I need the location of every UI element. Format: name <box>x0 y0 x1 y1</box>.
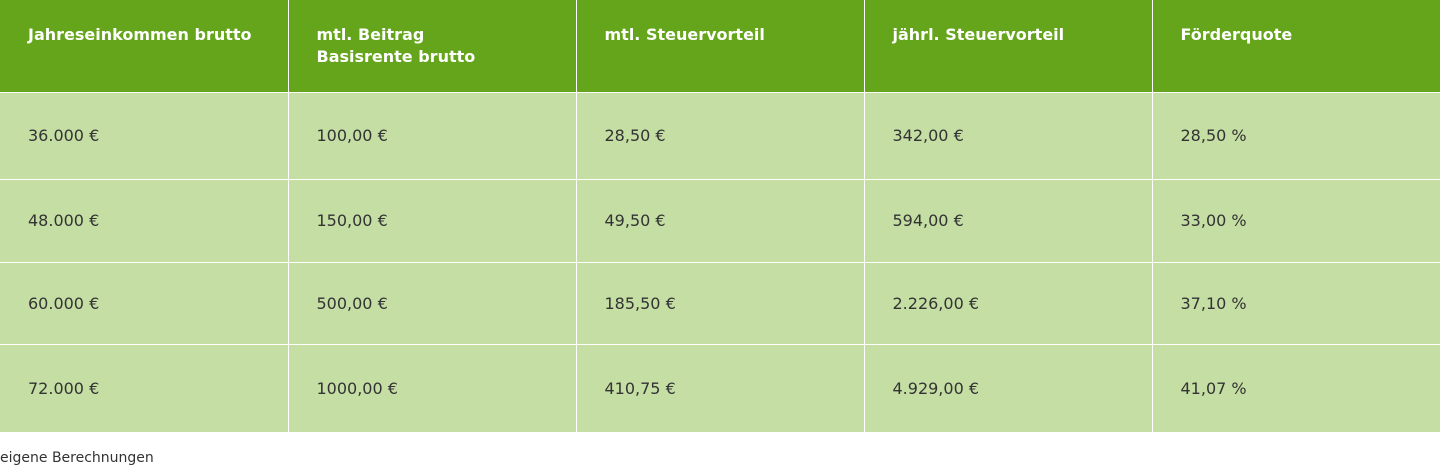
table-cell: 41,07 % <box>1151 343 1440 432</box>
table-cell: 410,75 € <box>575 343 864 432</box>
table-row: 60.000 €500,00 €185,50 €2.226,00 €37,10 … <box>0 261 1440 344</box>
table-cell: 37,10 % <box>1151 261 1440 344</box>
table-cell: 60.000 € <box>0 261 288 344</box>
header-row: Jahreseinkommen brutto mtl. Beitrag Basis… <box>0 0 1440 92</box>
table-cell: 100,00 € <box>287 91 576 179</box>
table-cell: 500,00 € <box>287 261 576 344</box>
table-cell: 36.000 € <box>0 91 288 179</box>
table-body: 36.000 €100,00 €28,50 €342,00 €28,50 % 48… <box>0 91 1440 432</box>
table-cell: 49,50 € <box>575 178 864 262</box>
table-cell: 28,50 € <box>575 91 864 179</box>
table-row: 72.000 €1000,00 €410,75 €4.929,00 €41,07… <box>0 343 1440 432</box>
table-cell: 1000,00 € <box>287 343 576 432</box>
table-cell: 72.000 € <box>0 343 288 432</box>
column-header: Förderquote <box>1151 0 1440 92</box>
footnote: eigene Berechnungen <box>0 450 154 466</box>
table-cell: 28,50 % <box>1151 91 1440 179</box>
table: Jahreseinkommen brutto mtl. Beitrag Basis… <box>0 0 1440 432</box>
column-header: Jahreseinkommen brutto <box>0 0 288 92</box>
table-cell: 185,50 € <box>575 261 864 344</box>
column-header: mtl. Steuervorteil <box>575 0 864 92</box>
table-cell: 4.929,00 € <box>863 343 1152 432</box>
column-header: mtl. Beitrag Basisrente brutto <box>287 0 576 92</box>
table-cell: 48.000 € <box>0 178 288 262</box>
table-row: 48.000 €150,00 €49,50 €594,00 €33,00 % <box>0 178 1440 262</box>
table-cell: 33,00 % <box>1151 178 1440 262</box>
table-cell: 594,00 € <box>863 178 1152 262</box>
table-cell: 2.226,00 € <box>863 261 1152 344</box>
table-cell: 342,00 € <box>863 91 1152 179</box>
column-header: jährl. Steuervorteil <box>863 0 1152 92</box>
table-row: 36.000 €100,00 €28,50 €342,00 €28,50 % <box>0 91 1440 179</box>
table-cell: 150,00 € <box>287 178 576 262</box>
